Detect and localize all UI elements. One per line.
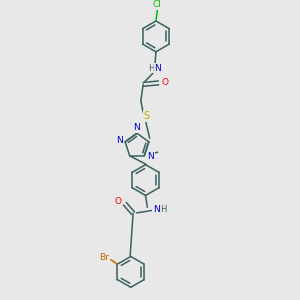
Text: Cl: Cl <box>153 0 162 9</box>
Text: O: O <box>162 78 169 87</box>
Text: N: N <box>147 152 154 161</box>
Text: N: N <box>154 64 161 73</box>
Text: S: S <box>143 111 149 121</box>
Text: N: N <box>134 123 140 132</box>
Text: H: H <box>160 205 167 214</box>
Text: N: N <box>116 136 123 145</box>
Text: O: O <box>115 197 122 206</box>
Text: N: N <box>153 205 160 214</box>
Text: Br: Br <box>99 253 109 262</box>
Text: H: H <box>148 64 154 73</box>
